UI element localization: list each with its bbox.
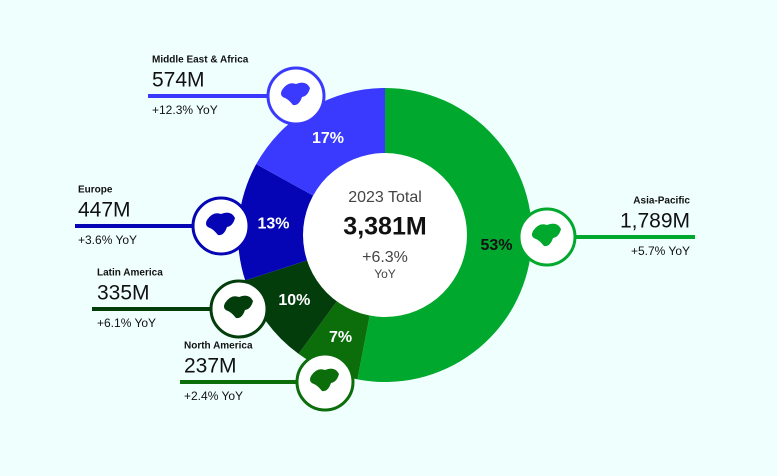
region-map bbox=[206, 212, 235, 236]
percent-label: 17% bbox=[312, 130, 344, 147]
donut-segment bbox=[245, 259, 338, 354]
percent-label: 7% bbox=[329, 329, 352, 346]
region-map bbox=[310, 368, 339, 392]
percent-label: 53% bbox=[480, 237, 512, 254]
region-amount: 1,789M bbox=[620, 210, 690, 233]
donut-segment bbox=[256, 88, 385, 197]
percent-label: 10% bbox=[278, 292, 310, 309]
region-change: +2.4% YoY bbox=[184, 389, 243, 403]
donut-hole bbox=[303, 153, 467, 317]
region-name: Middle East & Africa bbox=[152, 55, 249, 66]
region-name: Europe bbox=[78, 185, 113, 196]
region-change: +6.1% YoY bbox=[97, 316, 156, 330]
donut: 53% 7% 10% 13% 17% bbox=[238, 88, 533, 383]
donut-segment bbox=[357, 88, 533, 383]
region-change: +3.6% YoY bbox=[78, 233, 137, 247]
region-map bbox=[281, 82, 310, 106]
center-total: 3,381M bbox=[343, 213, 426, 241]
percent-label: 13% bbox=[257, 216, 289, 233]
region-name: North America bbox=[184, 341, 253, 352]
region-change: +12.3% YoY bbox=[152, 103, 218, 117]
region-name: Latin America bbox=[97, 268, 163, 279]
region-map bbox=[532, 223, 561, 247]
callouts: Asia-Pacific 1,789M +5.7% YoY North America… bbox=[75, 55, 695, 412]
region-amount: 335M bbox=[97, 282, 150, 305]
region-change: +5.7% YoY bbox=[631, 244, 690, 258]
center-change: +6.3% bbox=[362, 249, 408, 266]
region-name: Asia-Pacific bbox=[633, 196, 690, 207]
region-map bbox=[224, 295, 253, 319]
center-change-unit: YoY bbox=[374, 267, 396, 281]
region-amount: 574M bbox=[152, 69, 205, 92]
donut-segment bbox=[238, 164, 315, 281]
center-title: 2023 Total bbox=[348, 189, 422, 206]
region-amount: 237M bbox=[184, 355, 237, 378]
region-amount: 447M bbox=[78, 199, 131, 222]
